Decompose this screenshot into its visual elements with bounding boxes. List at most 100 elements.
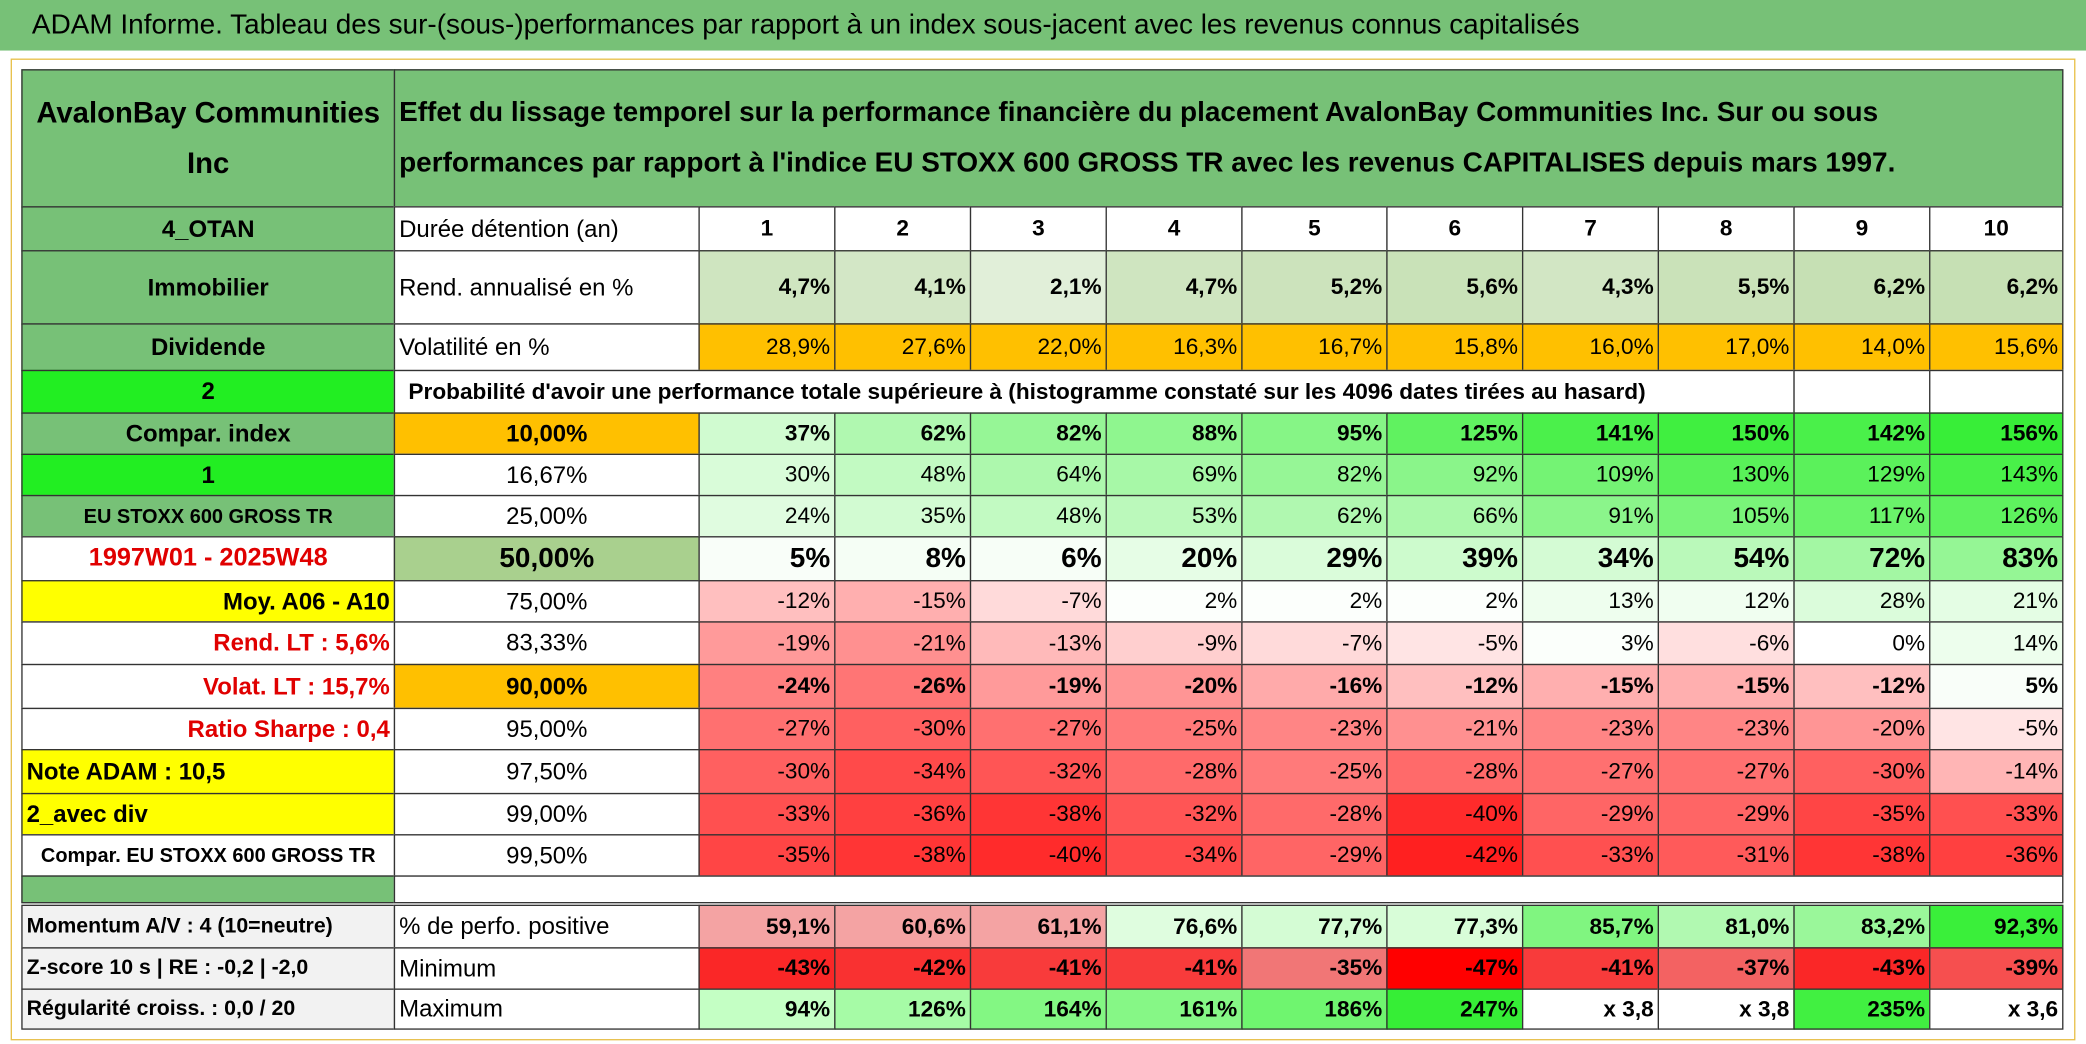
value-cell: -15% (1657, 663, 1795, 710)
value-cell: 143% (1929, 453, 2064, 497)
value-cell: 2% (1386, 580, 1524, 623)
value-cell: 5% (698, 536, 836, 582)
value-cell: 8% (834, 536, 972, 582)
value-cell: x 3,6 (1929, 988, 2064, 1030)
value-cell: 247% (1386, 988, 1524, 1030)
value-cell: -15% (834, 580, 972, 623)
duration-header: 6 (1386, 206, 1524, 252)
value-cell: -29% (1241, 834, 1388, 877)
value-cell: -39% (1929, 947, 2064, 990)
empty-cell (1929, 369, 2064, 414)
value-cell: 62% (1241, 494, 1388, 538)
value-cell: 16,7% (1241, 323, 1388, 372)
value-cell: 60,6% (834, 904, 972, 949)
row-label: 4_OTAN (21, 206, 396, 252)
value-cell: -23% (1657, 707, 1795, 751)
row-label: EU STOXX 600 GROSS TR (21, 494, 396, 538)
value-cell: 125% (1386, 412, 1524, 455)
duration-header: 9 (1793, 206, 1931, 252)
duration-header: 4 (1105, 206, 1243, 252)
value-cell: 39% (1386, 536, 1524, 582)
value-cell: -20% (1105, 663, 1243, 710)
row-label: Momentum A/V : 4 (10=neutre) (21, 904, 396, 949)
value-cell: -32% (969, 749, 1107, 795)
value-cell: -9% (1105, 621, 1243, 666)
value-cell: 29% (1241, 536, 1388, 582)
value-cell: 4,3% (1521, 250, 1660, 325)
percentile: 16,67% (393, 453, 700, 497)
value-cell: 82% (969, 412, 1107, 455)
value-cell: 2% (1241, 580, 1388, 623)
row-metric: Rend. annualisé en % (393, 250, 700, 325)
row-metric: Durée détention (an) (393, 206, 700, 252)
value-cell: -21% (834, 621, 972, 666)
percentile: 75,00% (393, 580, 700, 623)
value-cell: 82% (1241, 453, 1388, 497)
duration-header: 7 (1521, 206, 1660, 252)
value-cell: 91% (1521, 494, 1660, 538)
percentile: 90,00% (393, 663, 700, 710)
value-cell: -12% (1793, 663, 1931, 710)
value-cell: x 3,8 (1657, 988, 1795, 1030)
value-cell: -28% (1386, 749, 1524, 795)
value-cell: 54% (1657, 536, 1795, 582)
percentile: 95,00% (393, 707, 700, 751)
value-cell: 0% (1793, 621, 1931, 666)
value-cell: 15,8% (1386, 323, 1524, 372)
value-cell: 27,6% (834, 323, 972, 372)
value-cell: 66% (1386, 494, 1524, 538)
value-cell: -6% (1657, 621, 1795, 666)
value-cell: 4,7% (698, 250, 836, 325)
row-metric: % de perfo. positive (393, 904, 700, 949)
value-cell: 28% (1793, 580, 1931, 623)
value-cell: -38% (834, 834, 972, 877)
value-cell: 59,1% (698, 904, 836, 949)
percentile: 99,00% (393, 792, 700, 836)
row-label: Moy. A06 - A10 (21, 580, 396, 623)
value-cell: -5% (1929, 707, 2064, 751)
value-cell: 34% (1521, 536, 1660, 582)
value-cell: 30% (698, 453, 836, 497)
value-cell: 2,1% (969, 250, 1107, 325)
value-cell: 16,3% (1105, 323, 1243, 372)
row-label: Volat. LT : 15,7% (21, 663, 396, 710)
value-cell: -13% (969, 621, 1107, 666)
value-cell: -33% (698, 792, 836, 836)
value-cell: 35% (834, 494, 972, 538)
value-cell: 5,2% (1241, 250, 1388, 325)
empty-cell (1793, 369, 1931, 414)
value-cell: -27% (1657, 749, 1795, 795)
value-cell: -25% (1241, 749, 1388, 795)
value-cell: -19% (698, 621, 836, 666)
value-cell: 235% (1793, 988, 1931, 1030)
duration-header: 8 (1657, 206, 1795, 252)
value-cell: -41% (1105, 947, 1243, 990)
value-cell: -14% (1929, 749, 2064, 795)
value-cell: -29% (1521, 792, 1660, 836)
value-cell: 37% (698, 412, 836, 455)
value-cell: -28% (1105, 749, 1243, 795)
duration-header: 1 (698, 206, 836, 252)
value-cell: 16,0% (1521, 323, 1660, 372)
row-label: 1997W01 - 2025W48 (21, 536, 396, 582)
value-cell: 156% (1929, 412, 2064, 455)
value-cell: -38% (969, 792, 1107, 836)
value-cell: -25% (1105, 707, 1243, 751)
percentile: 50,00% (393, 536, 700, 582)
value-cell: 85,7% (1521, 904, 1660, 949)
row-metric: Maximum (393, 988, 700, 1030)
frame (10, 58, 2076, 1041)
value-cell: -27% (698, 707, 836, 751)
value-cell: -30% (834, 707, 972, 751)
value-cell: 4,1% (834, 250, 972, 325)
value-cell: 17,0% (1657, 323, 1795, 372)
value-cell: 105% (1657, 494, 1795, 538)
value-cell: 130% (1657, 453, 1795, 497)
duration-header: 10 (1929, 206, 2064, 252)
value-cell: -41% (969, 947, 1107, 990)
value-cell: 48% (969, 494, 1107, 538)
value-cell: -12% (1386, 663, 1524, 710)
value-cell: 72% (1793, 536, 1931, 582)
value-cell: -40% (969, 834, 1107, 877)
value-cell: 21% (1929, 580, 2064, 623)
